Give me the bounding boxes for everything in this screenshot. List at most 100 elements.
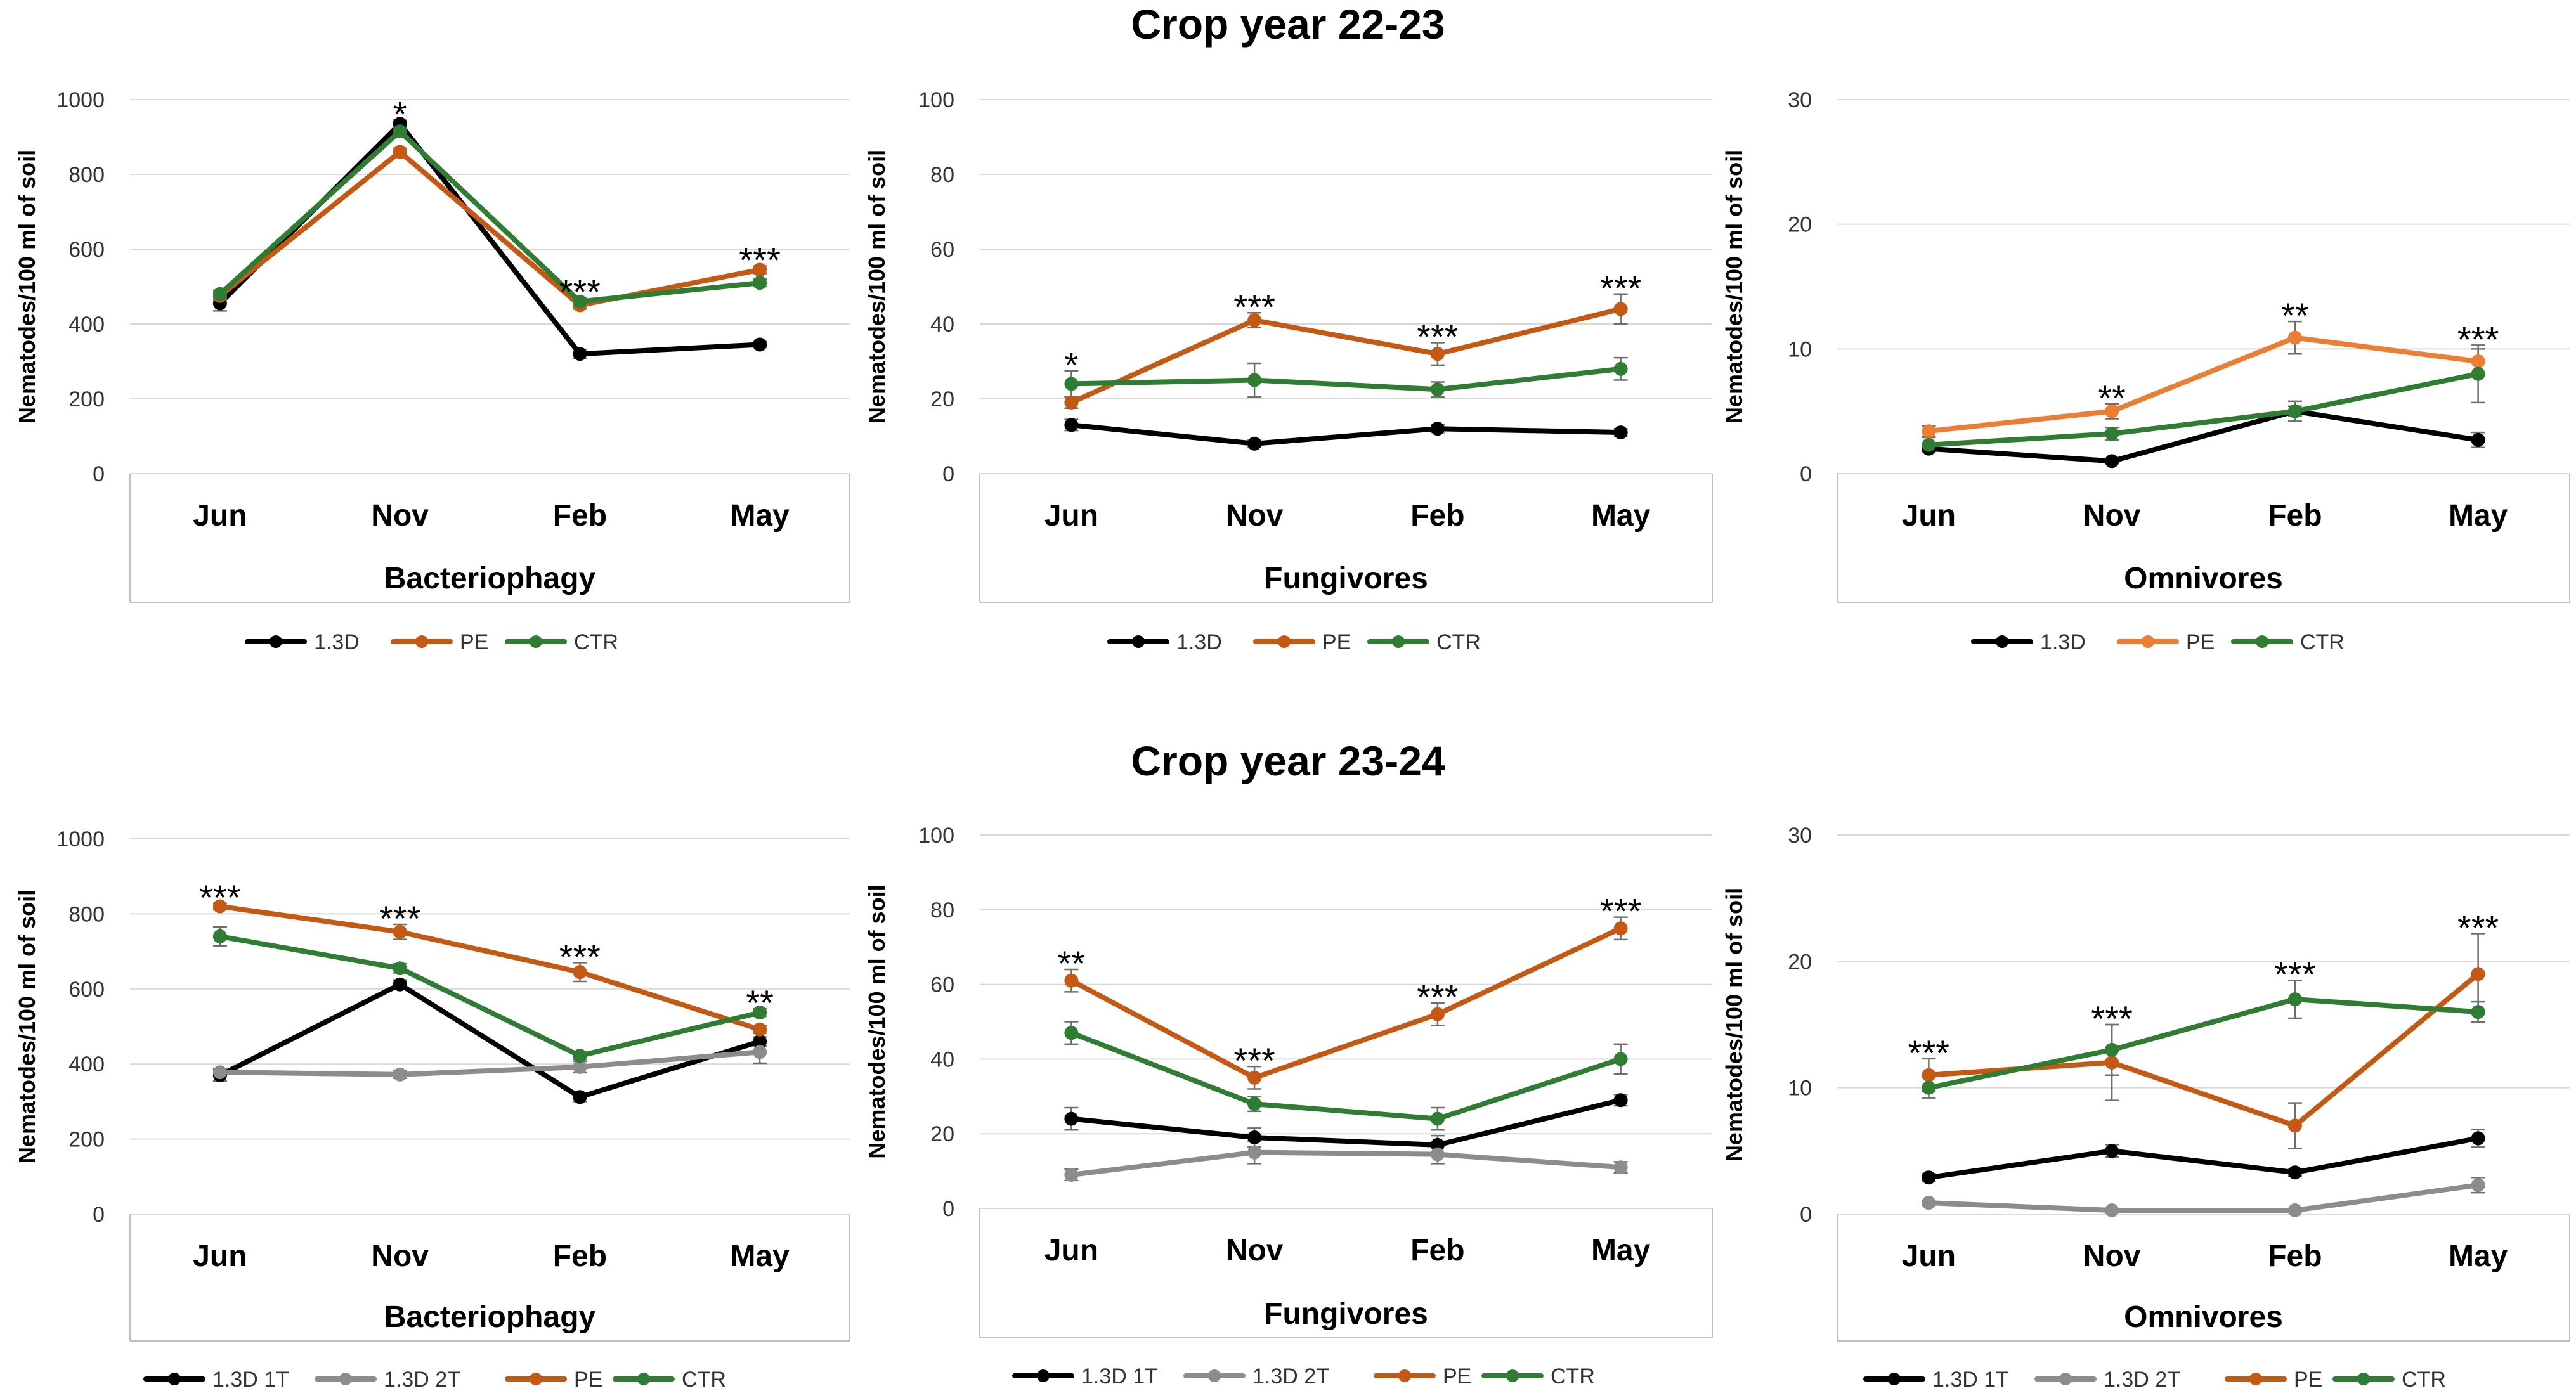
series-line-1-3d-1t [1069, 1097, 1623, 1148]
chart-bacteriophagy-2023-24: 0 200 400 600 800 1000 Jun Nov Feb May Bacteriopha… [0, 812, 856, 1398]
chart-svg-fungivores-2023-24: 0 20 40 60 80 100 Jun Nov Feb May Fungivores Nemato… [864, 824, 1713, 1388]
data-point-1-3d-1t-may [753, 1034, 767, 1049]
y-tick-label-0: 0 [93, 462, 105, 486]
data-point-ctr-nov [1247, 1097, 1262, 1111]
data-point-1-3d-2t-nov [1247, 1145, 1262, 1160]
chart-svg-omnivores-2022-23: 0 10 20 30 Jun Nov Feb May Omnivores Nematodes/10… [1721, 88, 2570, 654]
y-axis-title: Nematodes/100 ml of soil [864, 150, 890, 424]
legend-marker-1-3d-2t [2059, 1373, 2072, 1385]
y-tick-label-100: 100 [918, 88, 954, 112]
legend-label-ctr: CTR [1436, 630, 1481, 654]
data-point-ctr-jun [1064, 1026, 1079, 1040]
significance-label-jun: *** [199, 877, 240, 917]
series-line-1-3d-2t [1926, 1182, 2481, 1214]
legend-marker-1-3d [270, 635, 282, 648]
legend-label-1-3d-2t: 1.3D 2T [384, 1368, 460, 1392]
data-point-pe-jun [1064, 395, 1079, 410]
x-tick-label-nov: Nov [1226, 1234, 1284, 1267]
series-line-1-3d-1t [217, 981, 763, 1100]
x-tick-label-feb: Feb [1410, 1234, 1464, 1267]
legend-marker-1-3d-2t [1208, 1369, 1221, 1382]
legend-marker-ctr [2256, 635, 2268, 648]
legend-label-1-3d-1t: 1.3D 1T [1932, 1368, 2009, 1392]
data-point-ctr-nov [1247, 373, 1262, 387]
legend-label-pe: PE [1322, 630, 1351, 654]
x-tick-label-may: May [1591, 499, 1651, 533]
data-point-ctr-jun [1922, 1080, 1936, 1095]
series-line-ctr [1926, 371, 2481, 448]
x-tick-label-may: May [730, 499, 790, 533]
data-point-1-3d-may [1613, 425, 1628, 440]
legend-marker-ctr [2357, 1373, 2370, 1385]
data-point-ctr-may [1613, 361, 1628, 376]
significance-label-may: *** [739, 240, 780, 280]
significance-label-may: *** [1600, 891, 1641, 931]
significance-label-may: *** [1600, 268, 1641, 308]
series-line-pe [1926, 335, 2481, 434]
legend-label-1-3d: 1.3D [314, 630, 360, 654]
significance-label-may: ** [746, 983, 774, 1023]
data-point-ctr-may [2471, 1005, 2485, 1019]
data-point-ctr-feb [573, 294, 587, 309]
significance-label-nov: *** [1233, 1040, 1275, 1080]
data-point-1-3d-feb [573, 347, 587, 361]
y-tick-label-60: 60 [930, 238, 954, 262]
y-tick-label-400: 400 [68, 313, 105, 337]
data-point-ctr-may [1613, 1052, 1628, 1066]
legend-marker-pe [415, 635, 428, 648]
legend-marker-pe [1278, 635, 1291, 648]
data-point-1-3d-2t-jun [212, 1065, 227, 1080]
y-tick-label-80: 80 [930, 163, 954, 187]
data-point-1-3d-may [753, 337, 767, 352]
data-point-pe-feb [2287, 1118, 2302, 1133]
x-tick-label-jun: Jun [1044, 1234, 1098, 1267]
y-axis-title: Nematodes/100 ml of soil [1721, 888, 1747, 1162]
y-tick-label-600: 600 [68, 238, 105, 262]
x-tick-label-may: May [1591, 1234, 1651, 1267]
x-axis-title-bacteriophagy: Bacteriophagy [384, 562, 596, 595]
chart-fungivores-2023-24: 0 20 40 60 80 100 Jun Nov Feb May Fungivores Nemato… [862, 812, 1719, 1398]
x-tick-label-nov: Nov [1226, 499, 1284, 533]
y-tick-label-100: 100 [918, 824, 954, 848]
chart-svg-bacteriophagy-2023-24: 0 200 400 600 800 1000 Jun Nov Feb May Bacteriopha… [14, 827, 850, 1392]
y-tick-label-0: 0 [942, 462, 954, 486]
data-point-ctr-jun [1922, 437, 1936, 452]
legend-label-ctr: CTR [682, 1368, 726, 1392]
y-tick-label-1000: 1000 [56, 88, 105, 112]
x-tick-label-nov: Nov [371, 1239, 429, 1273]
data-point-ctr-feb [2287, 404, 2302, 418]
chart-fungivores-2022-23: 0 20 40 60 80 100 Jun Nov Feb May Fungivores Nemato… [862, 76, 1719, 672]
x-tick-label-feb: Feb [553, 1239, 607, 1273]
y-tick-label-30: 30 [1788, 824, 1812, 848]
y-tick-label-20: 20 [930, 387, 954, 411]
x-tick-label-may: May [2449, 499, 2508, 533]
x-axis-title-fungivores: Fungivores [1264, 1297, 1428, 1331]
legend-marker-pe [530, 1373, 542, 1385]
data-point-pe-jun [1064, 973, 1079, 988]
y-tick-label-0: 0 [1800, 462, 1812, 486]
x-tick-label-nov: Nov [2083, 499, 2141, 533]
legend-marker-1-3d [1996, 635, 2008, 648]
series-line-1-3d-1t [1926, 1136, 2481, 1181]
legend-marker-ctr [1506, 1369, 1519, 1382]
y-tick-label-0: 0 [1800, 1203, 1812, 1227]
y-tick-label-600: 600 [68, 978, 105, 1002]
data-point-1-3d-1t-jun [1064, 1111, 1079, 1126]
data-point-pe-nov [1247, 1070, 1262, 1085]
data-point-pe-may [2471, 967, 2485, 981]
series-line-pe [217, 903, 763, 1032]
series-line-pe [1926, 971, 2481, 1129]
chart-svg-bacteriophagy-2022-23: 0 200 400 600 800 1000 Jun Nov Feb May Bacteriopha… [14, 88, 850, 654]
data-point-ctr-nov [393, 961, 407, 976]
legend-label-pe: PE [460, 630, 488, 654]
series-line-1-3d-2t [217, 1049, 763, 1077]
chart-omnivores-2023-24: 0 10 20 30 Jun Nov Feb May Omnivores Nematodes/10… [1720, 812, 2576, 1398]
y-tick-label-40: 40 [930, 1047, 954, 1071]
data-point-1-3d-2t-may [2471, 1178, 2485, 1193]
legend-label-ctr: CTR [574, 630, 618, 654]
data-point-pe-may [1613, 921, 1628, 936]
data-point-pe-jun [1922, 1068, 1936, 1082]
legend-label-pe: PE [574, 1368, 602, 1392]
series-line-1-3d [1069, 422, 1623, 446]
data-point-ctr-may [753, 276, 767, 290]
